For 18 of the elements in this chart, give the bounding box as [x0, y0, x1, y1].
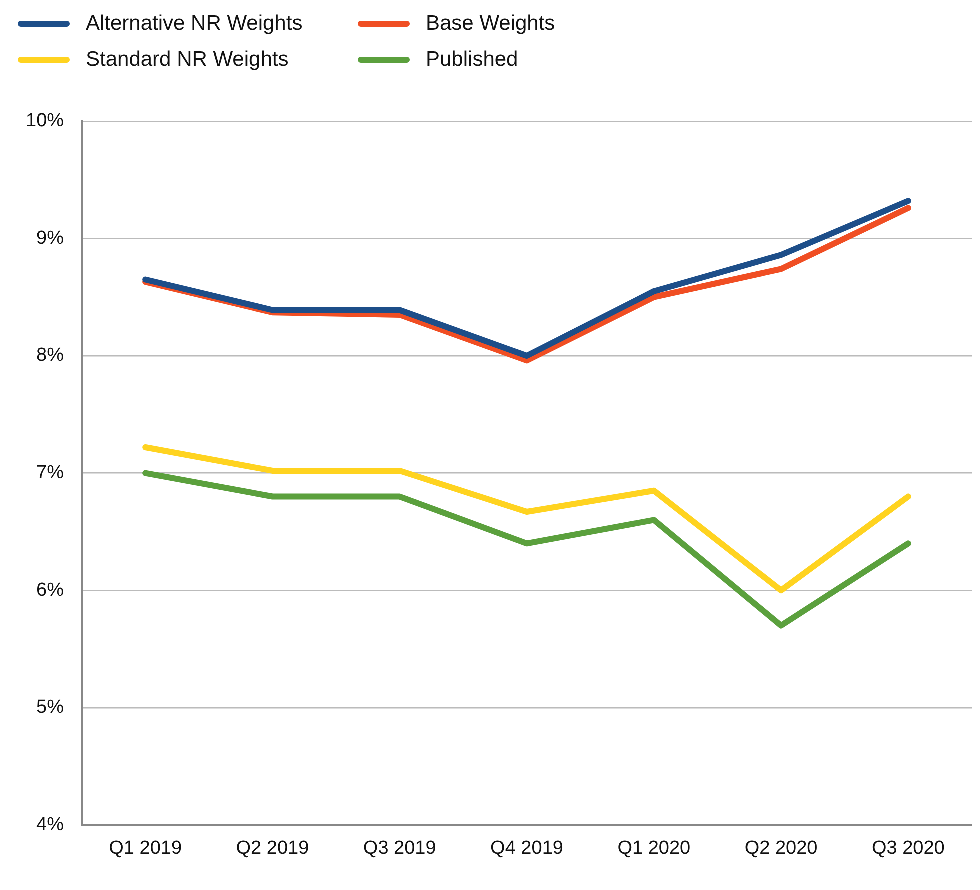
x-tick-label: Q2 2019: [236, 838, 310, 859]
legend-label: Base Weights: [426, 12, 556, 36]
y-tick-label: 4%: [36, 814, 64, 836]
y-tick-label: 5%: [36, 697, 64, 718]
y-tick-label: 8%: [36, 345, 64, 366]
x-tick-label: Q4 2019: [490, 838, 564, 859]
y-tick-label: 7%: [36, 462, 64, 484]
x-tick-label: Q1 2020: [618, 838, 691, 859]
x-tick-label: Q1 2019: [109, 838, 182, 859]
x-tick-label: Q3 2020: [872, 838, 945, 859]
legend-label: Published: [426, 48, 518, 72]
legend-label: Standard NR Weights: [86, 48, 289, 72]
legend-label: Alternative NR Weights: [86, 12, 303, 36]
y-tick-label: 9%: [36, 228, 64, 249]
y-tick-label: 10%: [26, 110, 64, 132]
x-tick-label: Q2 2020: [744, 838, 818, 859]
x-tick-label: Q3 2019: [363, 838, 436, 859]
y-tick-label: 6%: [36, 580, 64, 601]
